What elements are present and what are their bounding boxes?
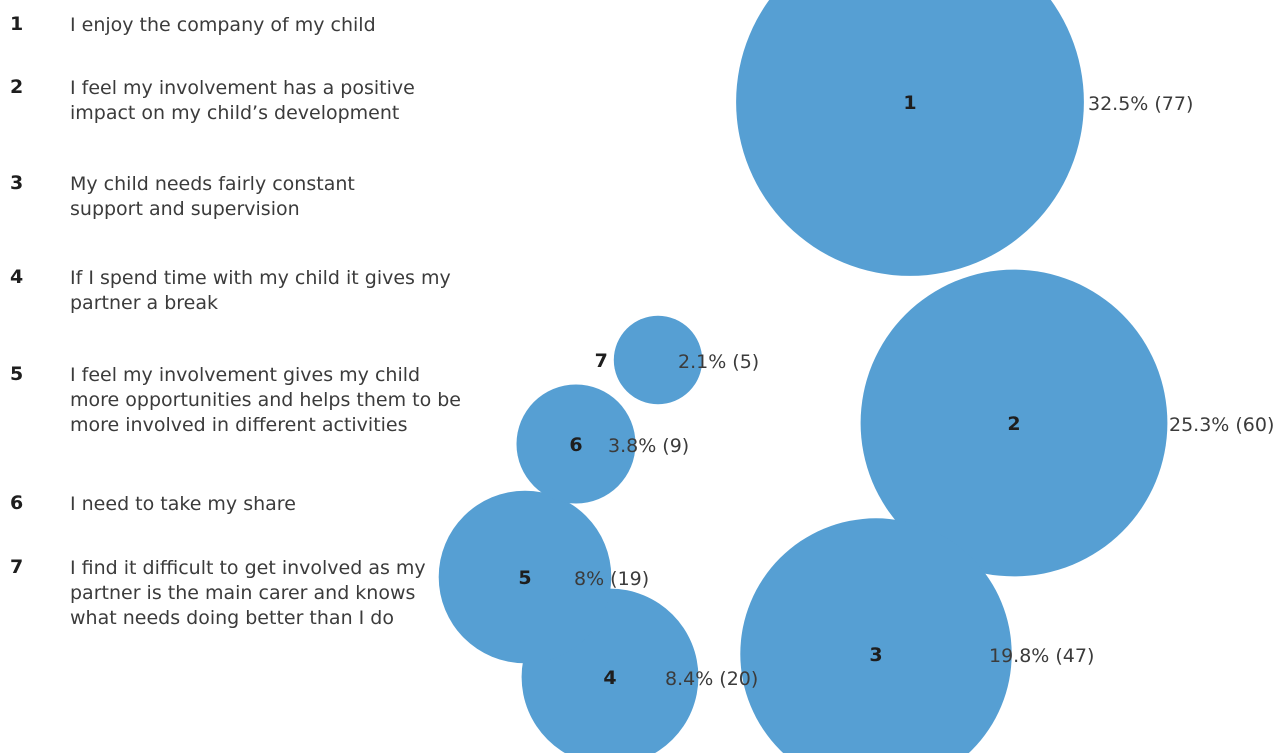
bubble-value-label-4: 8.4% (20): [665, 668, 758, 690]
legend-item-text: I feel my involvement gives my child mor…: [70, 364, 461, 437]
bubble-1: [736, 0, 1084, 276]
bubble-2: [860, 269, 1168, 577]
legend-item-text: I feel my involvement has a positive imp…: [70, 77, 415, 125]
bubble-6: [516, 384, 636, 504]
bubble-number-5: 5: [518, 567, 531, 589]
bubble-number-3: 3: [869, 644, 882, 666]
bubble-number-2: 2: [1007, 413, 1020, 435]
legend-item-text: If I spend time with my child it gives m…: [70, 267, 451, 315]
bubble-value-label-2: 25.3% (60): [1169, 414, 1274, 436]
bubble-value-label-5: 8% (19): [574, 568, 649, 590]
legend-item-number: 1: [10, 13, 24, 35]
legend-item-text: I enjoy the company of my child: [70, 14, 376, 36]
legend-item-number: 7: [10, 556, 24, 578]
bubble-number-1: 1: [903, 92, 916, 114]
bubble-value-label-7: 2.1% (5): [678, 351, 759, 373]
bubble-7: [613, 315, 703, 405]
legend-item-text: My child needs fairly constant support a…: [70, 173, 355, 221]
legend-item-number: 4: [10, 266, 24, 288]
legend: 1 I enjoy the company of my child 2 I fe…: [0, 0, 500, 753]
bubble-number-6: 6: [569, 434, 582, 456]
bubble-number-7: 7: [595, 350, 608, 372]
bubble-number-4: 4: [603, 667, 616, 689]
legend-item-number: 2: [10, 76, 24, 98]
legend-item-number: 3: [10, 172, 24, 194]
bubble-value-label-6: 3.8% (9): [608, 435, 689, 457]
bubble-3: [740, 518, 1012, 753]
bubble-value-label-3: 19.8% (47): [989, 645, 1094, 667]
legend-item-number: 5: [10, 363, 24, 385]
bubble-5: [438, 490, 612, 664]
legend-item-text: I find it difficult to get involved as m…: [70, 557, 426, 630]
legend-item-text: I need to take my share: [70, 493, 296, 515]
bubble-value-label-1: 32.5% (77): [1088, 93, 1193, 115]
legend-item-number: 6: [10, 492, 24, 514]
